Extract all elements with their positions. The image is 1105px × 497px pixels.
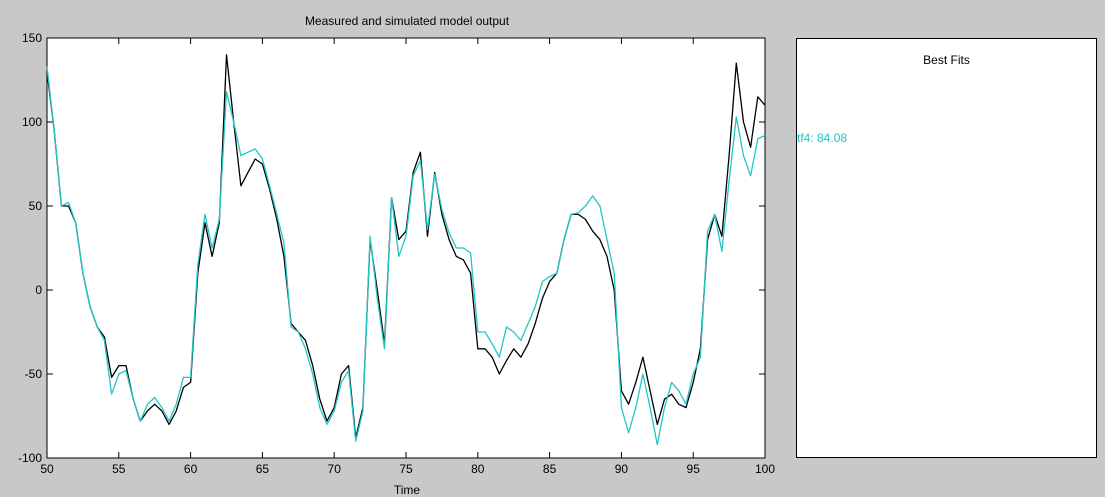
x-tick-label: 50 bbox=[40, 462, 54, 476]
x-tick-label: 60 bbox=[184, 462, 198, 476]
x-tick-label: 100 bbox=[755, 462, 775, 476]
x-tick-label: 90 bbox=[615, 462, 629, 476]
x-tick-label: 65 bbox=[256, 462, 270, 476]
y-tick-label: -50 bbox=[25, 367, 43, 381]
x-axis-label: Time bbox=[394, 483, 421, 497]
plot-area bbox=[46, 37, 766, 459]
x-tick-label: 95 bbox=[687, 462, 701, 476]
y-tick-label: 0 bbox=[35, 283, 42, 297]
x-tick-label: 55 bbox=[112, 462, 126, 476]
y-tick-label: 100 bbox=[22, 115, 42, 129]
legend-entry-tf4: tf4: 84.08 bbox=[797, 131, 848, 145]
x-tick-label: 80 bbox=[471, 462, 485, 476]
x-tick-label: 70 bbox=[328, 462, 342, 476]
best-fits-panel: Best Fits tf4: 84.08 bbox=[796, 38, 1097, 458]
x-tick-label: 85 bbox=[543, 462, 557, 476]
legend-title: Best Fits bbox=[923, 53, 970, 67]
y-tick-label: 150 bbox=[22, 31, 42, 45]
y-tick-label: -100 bbox=[18, 451, 42, 465]
simulated-series-line bbox=[46, 66, 766, 446]
y-tick-label: 50 bbox=[29, 199, 43, 213]
chart-title: Measured and simulated model output bbox=[305, 14, 510, 28]
x-tick-label: 75 bbox=[399, 462, 413, 476]
